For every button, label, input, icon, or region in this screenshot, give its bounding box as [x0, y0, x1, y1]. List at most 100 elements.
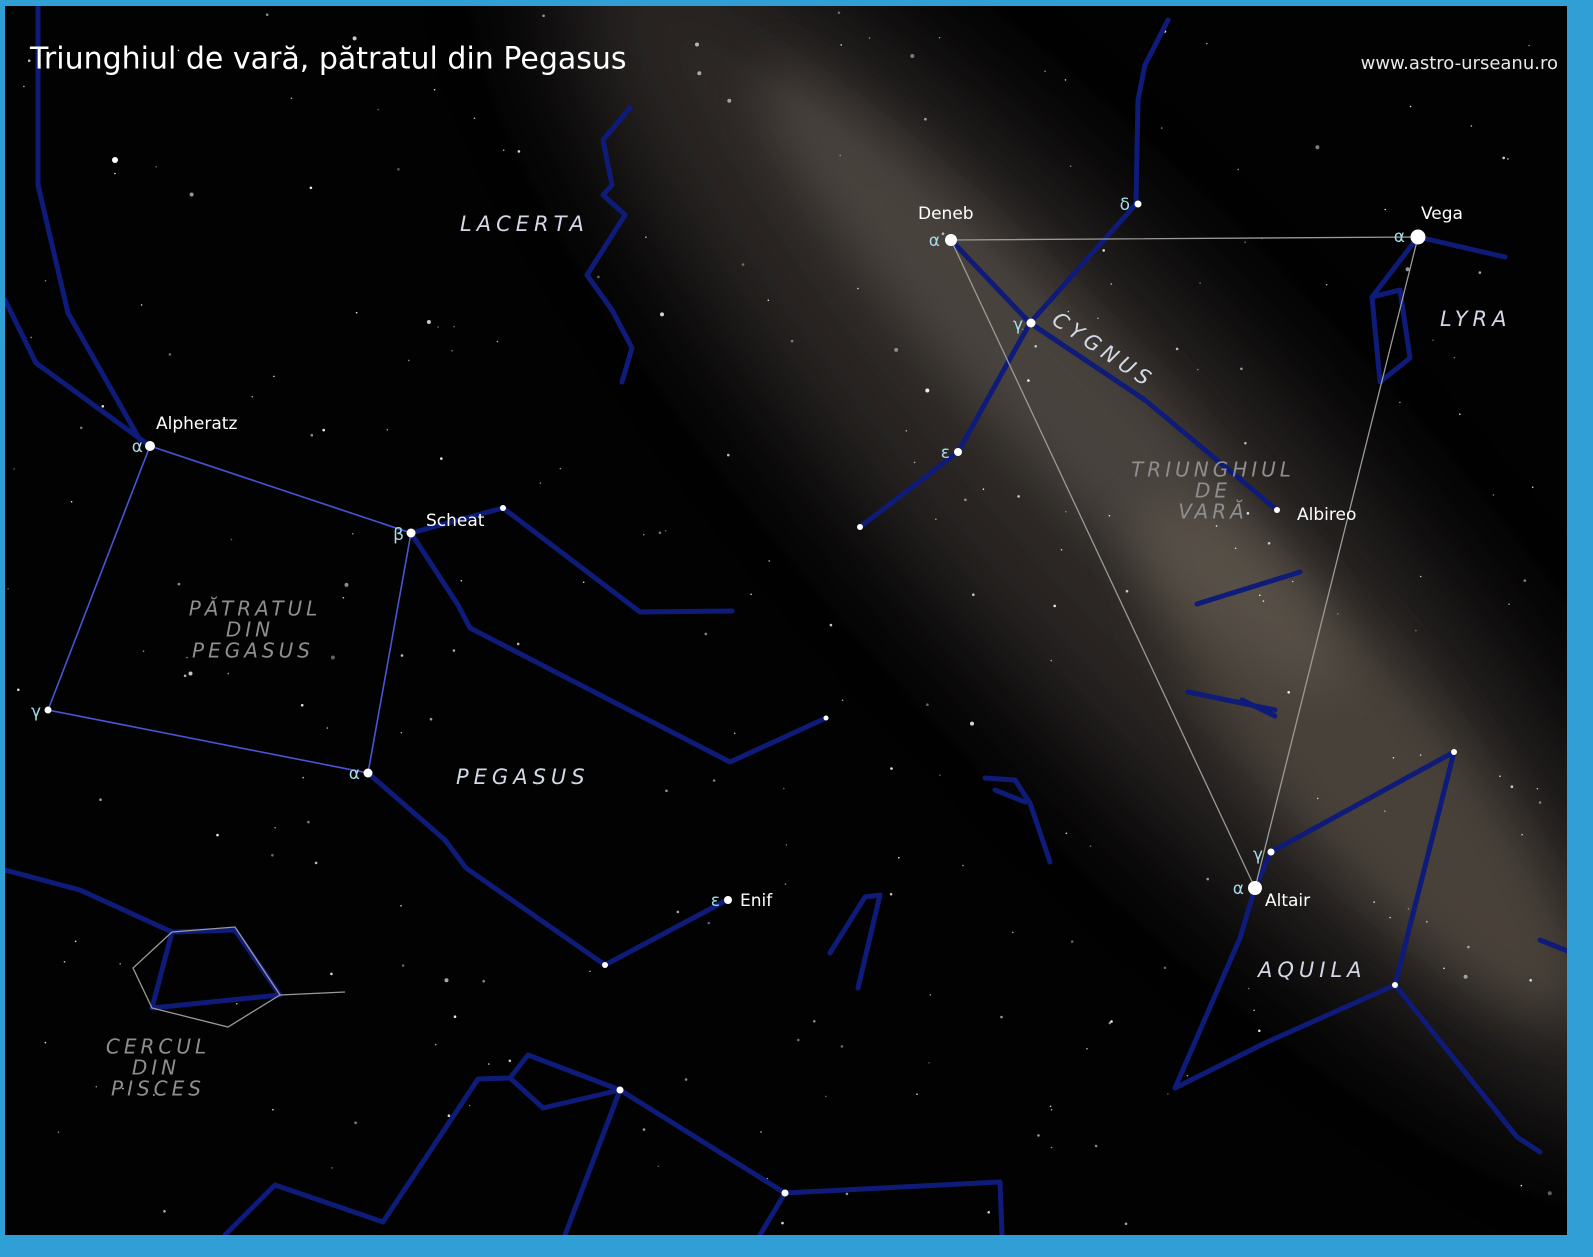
faint-star: [1051, 1147, 1053, 1149]
faint-star: [64, 961, 66, 963]
faint-star: [1539, 801, 1542, 804]
faint-star: [143, 650, 145, 652]
faint-star: [750, 594, 752, 596]
title: Triunghiul de vară, pătratul din Pegasus: [29, 42, 627, 77]
faint-star: [435, 1044, 437, 1046]
star-letter: γ: [1253, 845, 1263, 865]
faint-star: [1263, 600, 1265, 602]
faint-star: [271, 854, 274, 857]
faint-star: [727, 454, 730, 457]
faint-star: [119, 963, 121, 965]
faint-star: [307, 821, 310, 824]
faint-star: [1528, 45, 1530, 47]
faint-star: [216, 834, 219, 837]
faint-star: [890, 767, 893, 770]
faint-star: [427, 320, 431, 324]
faint-star: [1244, 442, 1247, 445]
faint-star: [1432, 339, 1434, 341]
faint-star: [1206, 878, 1209, 881]
faint-star: [1521, 1185, 1523, 1187]
faint-star: [99, 798, 102, 801]
faint-star: [1240, 368, 1243, 371]
faint-star: [660, 312, 664, 316]
faint-star: [713, 779, 716, 782]
faint-star: [1521, 834, 1523, 836]
faint-star: [96, 1086, 98, 1088]
faint-star: [1420, 576, 1422, 578]
faint-star: [1050, 660, 1052, 662]
star-letter: β: [393, 525, 404, 545]
faint-star: [497, 341, 499, 343]
star-letter: α: [132, 437, 143, 457]
faint-star: [186, 657, 188, 659]
faint-star: [387, 429, 389, 431]
faint-star: [906, 430, 908, 432]
constellation-label: LACERTA: [460, 212, 589, 236]
faint-star: [30, 337, 32, 339]
faint-star: [1454, 357, 1456, 359]
faint-star: [445, 978, 449, 982]
faint-star: [914, 462, 916, 464]
faint-star: [783, 788, 785, 790]
faint-star: [1326, 284, 1328, 286]
faint-star: [1176, 348, 1179, 351]
faint-star: [643, 534, 645, 536]
faint-star: [1051, 1109, 1053, 1111]
faint-star: [597, 276, 600, 279]
faint-star: [400, 905, 402, 907]
faint-star: [273, 376, 275, 378]
faint-star: [1037, 1134, 1040, 1137]
faint-star: [930, 994, 932, 996]
faint-star: [665, 790, 668, 793]
faint-star: [705, 633, 708, 636]
faint-star: [331, 1167, 333, 1169]
faint-star: [190, 193, 194, 197]
star-letter: δ: [1120, 195, 1130, 215]
faint-star: [1410, 106, 1412, 108]
faint-star: [252, 396, 254, 398]
faint-star: [453, 649, 456, 652]
faint-star: [841, 1045, 844, 1048]
faint-star: [1126, 590, 1129, 593]
faint-star: [189, 672, 193, 676]
sky-chart: Triunghiul de vară, pătratul din Pegasus…: [0, 0, 1593, 1257]
faint-star: [13, 468, 15, 470]
star-letter: α: [1233, 879, 1244, 899]
faint-star: [742, 263, 745, 266]
star-letter: α: [1394, 227, 1405, 247]
faint-star: [141, 304, 143, 306]
faint-star: [1315, 145, 1319, 149]
faint-star: [1508, 603, 1510, 605]
faint-star: [983, 488, 985, 490]
faint-star: [402, 964, 405, 967]
faint-star: [291, 97, 293, 99]
faint-star: [454, 1015, 457, 1018]
faint-star: [657, 1166, 659, 1168]
faint-star: [503, 149, 505, 151]
faint-star: [643, 1128, 646, 1131]
constellation-label: AQUILA: [1256, 958, 1367, 982]
faint-star: [17, 689, 20, 692]
faint-star: [697, 71, 701, 75]
faint-star: [1235, 548, 1237, 550]
faint-star: [540, 482, 542, 484]
faint-star: [786, 844, 788, 846]
faint-star: [768, 560, 770, 562]
faint-star: [184, 675, 187, 678]
faint-star: [1111, 283, 1113, 285]
faint-star: [1125, 1223, 1128, 1226]
faint-star: [987, 1211, 990, 1214]
faint-star: [1524, 579, 1527, 582]
faint-star: [327, 727, 329, 729]
faint-star: [23, 86, 25, 88]
faint-star: [1050, 1106, 1052, 1108]
faint-star: [842, 699, 844, 701]
star-name: Enif: [740, 891, 773, 911]
faint-star: [928, 1062, 930, 1064]
faint-star: [760, 1131, 762, 1133]
faint-star: [228, 673, 230, 675]
faint-star: [542, 15, 545, 18]
star-name: Scheat: [426, 511, 485, 531]
faint-star: [401, 732, 403, 734]
faint-star: [114, 173, 116, 175]
